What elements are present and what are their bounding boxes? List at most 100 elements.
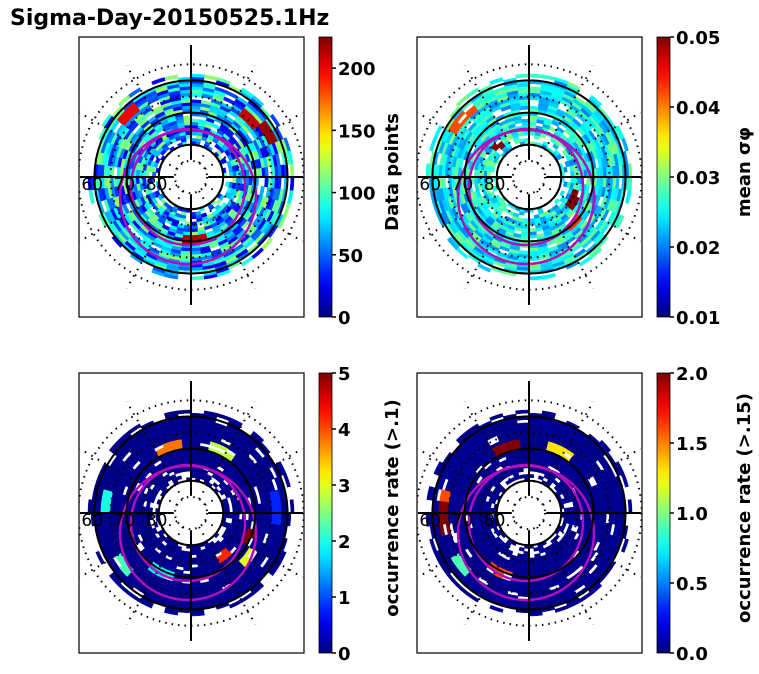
heatmap-cell	[289, 176, 295, 191]
axes-frame	[416, 36, 643, 318]
panel-top-right: 60 70 80 0.01 0.02 0.03 0.04 0.05 mean σφ	[416, 28, 755, 329]
radial-label: 80	[146, 175, 168, 195]
radial-label: 80	[484, 511, 506, 531]
heatmap-cell	[586, 176, 591, 186]
heatmap-cell	[627, 499, 633, 514]
heatmap-cell	[513, 139, 521, 145]
colorbar-tick-label: 5	[338, 364, 351, 385]
heatmap-cell	[567, 523, 573, 531]
colorbar-tick-label: 3	[338, 476, 351, 497]
heatmap-cell	[518, 250, 530, 255]
colorbar-label: occurrence rate (>.15)	[734, 393, 755, 623]
colorbar-tick-label: 4	[338, 420, 351, 441]
heatmap-cell	[190, 275, 205, 281]
heatmap-cell	[553, 485, 561, 492]
colorbar-tick-label: 0.02	[676, 238, 720, 259]
heatmap-cell	[211, 123, 221, 130]
heatmap-cell	[533, 135, 541, 140]
heatmap-cell	[608, 512, 613, 525]
heatmap-cell	[164, 74, 179, 81]
heatmap-cell	[487, 501, 492, 509]
heatmap-cell	[259, 185, 265, 197]
colorbar-label: mean σφ	[734, 127, 755, 217]
colorbar-tick-label: 150	[338, 121, 376, 142]
colorbar-tick-label: 0	[338, 308, 351, 329]
heatmap-cell	[537, 475, 545, 481]
heatmap-cell	[541, 74, 556, 81]
colorbar-tick-label: 2.0	[676, 364, 708, 385]
magenta-oval-outer	[456, 464, 596, 602]
heatmap-cell	[625, 189, 632, 204]
panel-bottom-left: 60 70 80 0 1 2 3 4 5 occurrence rate (>.1)	[78, 364, 403, 665]
colorbar-tick-label: 1.0	[676, 504, 708, 525]
colorbar: 0 50 100 150 200 Data points	[318, 36, 403, 329]
heatmap-cell	[528, 73, 543, 79]
colorbar-tick-label: 200	[338, 59, 376, 80]
heatmap-cell	[445, 523, 452, 535]
dotted-circle	[173, 495, 209, 531]
radial-label: 70	[114, 175, 136, 195]
colorbar-tick-label: 0	[338, 644, 351, 665]
heatmap-cell	[200, 212, 208, 218]
heatmap-cell	[175, 545, 183, 551]
colorbar-tick-label: 1	[338, 588, 351, 609]
heatmap-cell	[289, 499, 295, 514]
radial-label: 60	[419, 511, 441, 531]
heatmap-cell	[179, 550, 187, 555]
heatmap-cell	[289, 163, 295, 178]
heatmap-cell	[489, 604, 504, 613]
colorbar-gradient	[656, 372, 671, 654]
heatmap-cell	[528, 227, 537, 232]
heatmap-cell	[564, 160, 570, 168]
magenta-oval-outer	[456, 128, 596, 266]
heatmap-cell	[548, 126, 557, 133]
axes-frame	[416, 372, 643, 654]
dotted-circle	[511, 159, 547, 195]
colorbar: 0.01 0.02 0.03 0.04 0.05 mean σφ	[656, 28, 755, 329]
colorbar-tick-label: 0.03	[676, 168, 720, 189]
heatmap-cell	[214, 143, 221, 151]
heatmap-cell	[195, 210, 202, 216]
colorbar-label: occurrence rate (>.1)	[382, 399, 403, 616]
heatmap-cell	[208, 540, 215, 547]
heatmap-cell	[287, 189, 294, 204]
heatmap-cell	[559, 190, 566, 197]
radial-label: 70	[114, 511, 136, 531]
heatmap-cell	[549, 137, 557, 145]
colorbar: 0 1 2 3 4 5 occurrence rate (>.1)	[318, 364, 403, 665]
heatmap-cell	[150, 496, 156, 504]
dotted-circle	[511, 495, 547, 531]
colorbar-gradient	[656, 36, 671, 318]
colorbar-tick-label: 0.04	[676, 98, 720, 119]
heatmap-cell	[214, 539, 221, 547]
heatmap-cell	[518, 546, 525, 552]
heatmap-cell	[528, 275, 543, 281]
colorbar-tick-label: 0.05	[676, 28, 720, 49]
radial-label: 60	[419, 175, 441, 195]
heatmap-cell	[553, 198, 561, 205]
heatmap-cell	[190, 566, 199, 572]
heatmap-cell	[220, 202, 228, 210]
dotted-circle	[173, 159, 209, 195]
colorbar-tick-label: 2	[338, 532, 351, 553]
heatmap-cell	[264, 176, 269, 188]
heatmap-cell	[181, 582, 192, 588]
radial-label: 80	[146, 511, 168, 531]
radial-label: 60	[81, 175, 103, 195]
heatmap-cell	[506, 548, 514, 555]
figure-title: Sigma-Day-20150525.1Hz	[10, 6, 329, 31]
colorbar-label: Data points	[382, 113, 403, 231]
heatmap-cell	[151, 77, 166, 86]
colorbar-tick-label: 100	[338, 184, 376, 205]
heatmap-cell	[562, 181, 568, 188]
colorbar-tick-label: 0.5	[676, 574, 708, 595]
panel-bottom-right: 60 70 80 0.0 0.5 1.0 1.5 2.0 occurrence rate (>.…	[416, 364, 755, 665]
heatmap-cell	[541, 273, 556, 280]
heatmap-cell	[562, 517, 568, 524]
heatmap-cell	[561, 149, 569, 157]
colorbar-tick-label: 0.01	[676, 308, 720, 329]
colorbar-tick-label: 1.5	[676, 434, 708, 455]
heatmap-cell	[212, 481, 219, 489]
heatmap-cell	[177, 409, 192, 415]
